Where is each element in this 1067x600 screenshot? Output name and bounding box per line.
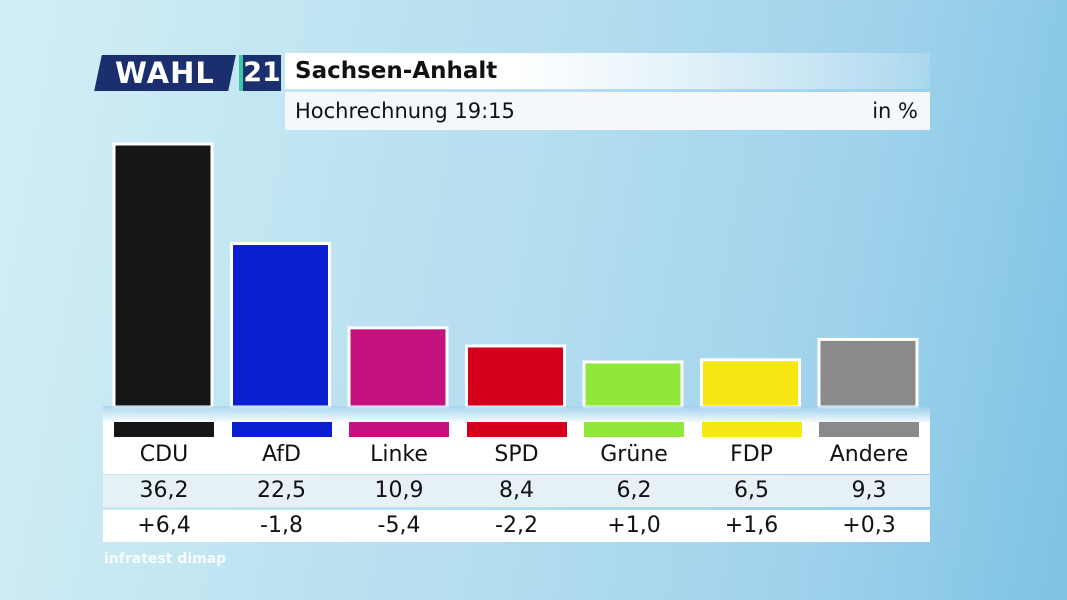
- party-name-linke: Linke: [370, 442, 428, 467]
- party-change-afd: -1,8: [260, 513, 303, 538]
- party-change-andere: +0,3: [842, 513, 896, 538]
- party-name-cdu: CDU: [139, 442, 189, 467]
- bar-linke: [347, 326, 449, 409]
- party-values-row: 36,2 22,5 10,9 8,4 6,2 6,5 9,3: [103, 475, 930, 507]
- color-stripe-fdp: [701, 422, 802, 437]
- results-table: CDU AfD Linke SPD Grüne FDP Andere 36,2 22,5 10,…: [103, 422, 930, 542]
- color-stripe-cdu: [114, 422, 214, 437]
- bar-fdp: [700, 358, 801, 409]
- party-change-cdu: +6,4: [137, 513, 191, 538]
- bar-afd: [230, 242, 331, 409]
- chart-subtitle: Hochrechnung 19:15: [295, 99, 515, 123]
- bar-gruene: [582, 360, 684, 409]
- party-name-fdp: FDP: [730, 442, 773, 467]
- bar-spd: [465, 344, 566, 409]
- party-name-afd: AfD: [262, 442, 301, 467]
- party-value-cdu: 36,2: [139, 478, 189, 503]
- party-value-gruene: 6,2: [616, 478, 652, 503]
- party-value-fdp: 6,5: [734, 478, 769, 503]
- bar-chart: [112, 142, 919, 409]
- source-label: infratest dimap: [104, 551, 227, 567]
- unit-label: in %: [872, 99, 918, 123]
- party-value-spd: 8,4: [499, 478, 534, 503]
- color-stripe-andere: [819, 422, 919, 437]
- wahl-logo-number: 21: [239, 55, 281, 91]
- party-value-linke: 10,9: [374, 478, 424, 503]
- color-stripe-gruene: [584, 422, 684, 437]
- bar-andere: [817, 337, 919, 409]
- chart-title: Sachsen-Anhalt: [295, 58, 498, 84]
- subtitle-bar: Hochrechnung 19:15 in %: [285, 92, 930, 130]
- party-change-fdp: +1,6: [724, 513, 779, 538]
- party-change-spd: -2,2: [495, 513, 538, 538]
- party-changes-row: +6,4 -1,8 -5,4 -2,2 +1,0 +1,6 +0,3: [103, 510, 930, 542]
- title-bar: Sachsen-Anhalt: [285, 53, 930, 89]
- party-name-andere: Andere: [829, 442, 909, 467]
- chart-baseline: [103, 406, 930, 422]
- party-name-gruene: Grüne: [600, 442, 668, 467]
- party-value-afd: 22,5: [257, 478, 306, 503]
- bar-cdu: [112, 142, 214, 409]
- party-value-andere: 9,3: [851, 478, 887, 503]
- color-stripe-afd: [231, 422, 332, 437]
- party-name-spd: SPD: [494, 442, 539, 467]
- color-stripe-spd: [466, 422, 567, 437]
- party-names-row: CDU AfD Linke SPD Grüne FDP Andere: [103, 422, 930, 474]
- party-change-linke: -5,4: [377, 513, 421, 538]
- color-stripe-linke: [349, 422, 449, 437]
- party-change-gruene: +1,0: [607, 513, 661, 538]
